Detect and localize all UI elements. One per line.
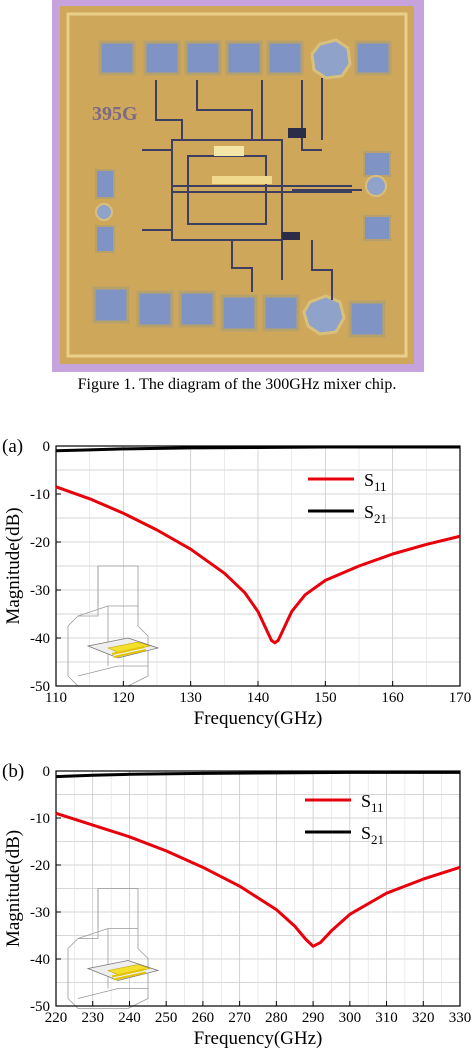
y-tick-label: -10	[30, 811, 50, 827]
x-axis-title: Frequency(GHz)	[194, 1028, 323, 1049]
series-line-s11	[55, 485, 461, 645]
x-tick-label: 220	[45, 1010, 68, 1026]
top-pad-row	[98, 38, 392, 80]
series-line-s21	[55, 445, 460, 453]
legend-label-s11: S11	[364, 470, 387, 494]
y-tick-label: -40	[30, 631, 50, 647]
y-tick-label: -40	[30, 952, 50, 968]
x-tick-label: 150	[314, 690, 337, 706]
x-tick-label: 240	[118, 1010, 141, 1026]
legend-label-s21: S21	[364, 502, 387, 526]
y-tick-label: -10	[30, 487, 50, 503]
y-tick-label: -30	[30, 905, 50, 921]
y-tick-label: -30	[30, 583, 50, 599]
x-tick-label: 310	[375, 1010, 398, 1026]
y-tick-label: 0	[43, 764, 51, 780]
x-tick-label: 140	[247, 690, 270, 706]
y-tick-label: -20	[30, 858, 50, 874]
x-tick-label: 230	[81, 1010, 104, 1026]
plot-b: 220 230 240 250 260 270 280 290 300 310 320 330 0 -10…	[0, 755, 474, 1058]
chip-label: 395G	[92, 103, 138, 125]
y-axis-title: Magnitude(dB)	[3, 830, 24, 947]
x-tick-label: 120	[112, 690, 135, 706]
circuit-traces	[142, 78, 362, 300]
y-tick-label: -20	[30, 535, 50, 551]
x-tick-label: 250	[155, 1010, 178, 1026]
series-line-s11	[55, 811, 461, 948]
inset-3d-model	[67, 565, 160, 687]
panel-label: (b)	[2, 761, 24, 782]
plot-frame	[55, 770, 461, 1007]
x-tick-label: 300	[339, 1010, 362, 1026]
x-tick-label: 270	[228, 1010, 251, 1026]
y-tick-label: -50	[30, 999, 50, 1015]
chip-photo: 395G	[52, 0, 424, 372]
panel-label: (a)	[2, 436, 23, 457]
x-tick-label: 130	[179, 690, 202, 706]
x-tick-label: 110	[45, 690, 67, 706]
inset-3d-model	[67, 888, 160, 1009]
x-tick-label: 320	[412, 1010, 435, 1026]
plot-a-chart: 110 120 130 140 150 160 170 0 -10 -20 -30 -40 -50 Fre…	[2, 436, 472, 729]
bottom-pad-row	[92, 286, 386, 338]
x-tick-label: 260	[192, 1010, 215, 1026]
legend-label-s21: S21	[361, 823, 384, 847]
x-tick-label: 160	[381, 690, 404, 706]
chip-drawing: 395G	[52, 0, 424, 372]
y-tick-label: -50	[30, 679, 50, 695]
x-axis-title: Frequency(GHz)	[194, 708, 323, 729]
plot-a: 110 120 130 140 150 160 170 0 -10 -20 -30 -40 -50 Fre…	[0, 425, 474, 745]
x-tick-label: 280	[265, 1010, 288, 1026]
plot-b-chart: 220 230 240 250 260 270 280 290 300 310 320 330 0 -10…	[2, 761, 472, 1049]
x-tick-label: 330	[449, 1010, 472, 1026]
figure-1-caption: Figure 1. The diagram of the 300GHz mixe…	[77, 376, 397, 393]
y-axis-title: Magnitude(dB)	[3, 507, 24, 624]
y-tick-label: 0	[43, 439, 51, 455]
x-tick-label: 170	[449, 690, 472, 706]
series-line-s21	[55, 770, 460, 779]
x-tick-label: 290	[302, 1010, 325, 1026]
